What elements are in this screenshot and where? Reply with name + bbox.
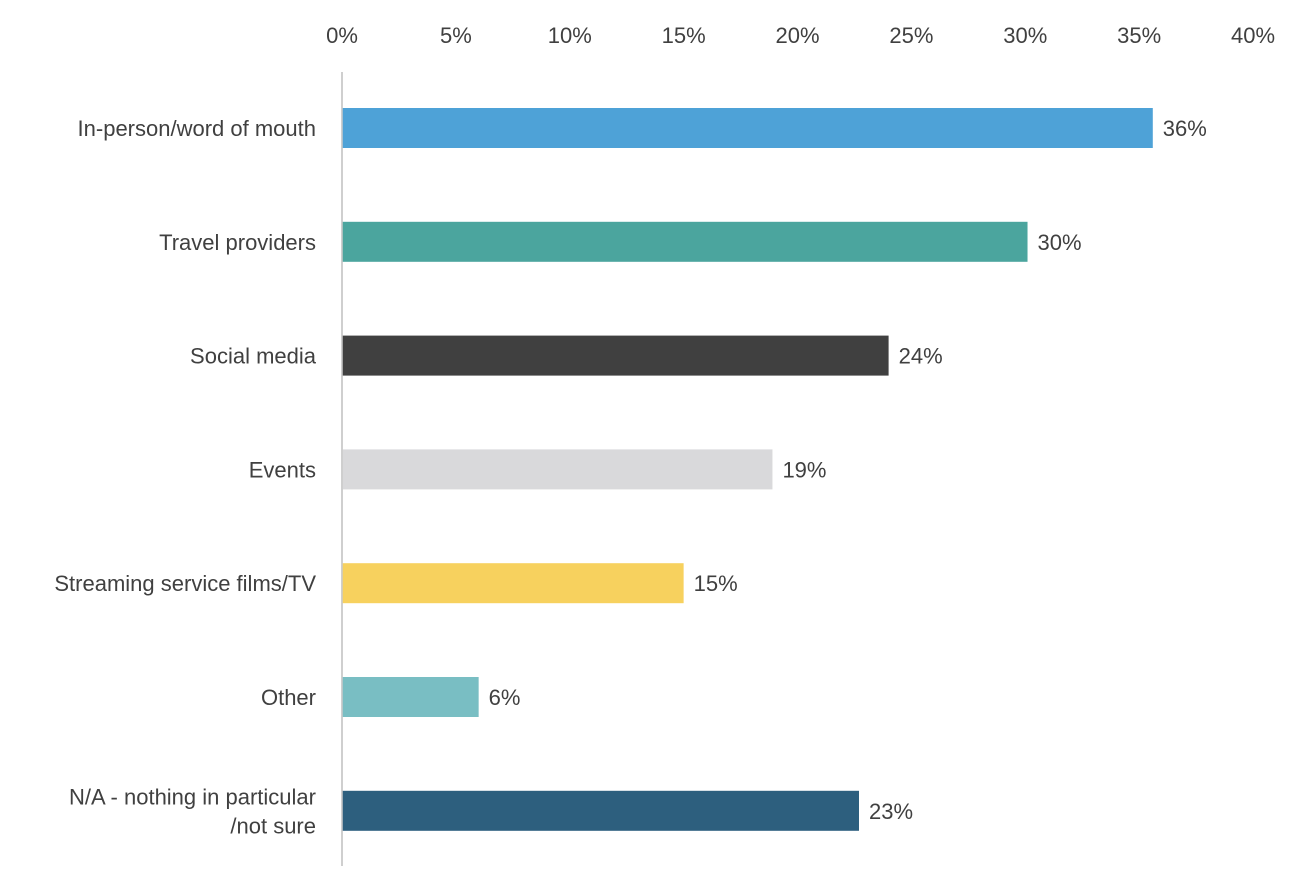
category-label-line: Social media [190, 344, 317, 369]
value-label: 15% [694, 571, 738, 596]
value-labels: 36% 30% 24% 19% 15% 6% 23% [489, 116, 1207, 824]
value-label: 30% [1038, 230, 1082, 255]
x-tick-label: 20% [775, 23, 819, 48]
bar [342, 335, 889, 376]
x-tick-label: 0% [326, 23, 358, 48]
category-label: In-person/word of mouth [78, 116, 316, 141]
x-tick-label: 25% [889, 23, 933, 48]
category-label: Streaming service films/TV [54, 571, 316, 596]
value-label: 24% [899, 344, 943, 369]
bar [342, 221, 1028, 262]
category-labels: In-person/word of mouth Travel providers S… [54, 116, 316, 838]
category-label-line: In-person/word of mouth [78, 116, 316, 141]
value-label: 19% [782, 457, 826, 482]
category-label-line: /not sure [230, 813, 316, 838]
category-label: Events [249, 457, 316, 482]
category-label: Social media [190, 344, 317, 369]
bars [342, 108, 1153, 831]
category-label: Other [261, 685, 316, 710]
bar [342, 677, 479, 717]
value-label: 36% [1163, 116, 1207, 141]
category-label-line: Events [249, 457, 316, 482]
x-axis-ticks: 0% 5% 10% 15% 20% 25% 30% 35% 40% [326, 23, 1275, 48]
category-label: N/A - nothing in particular/not sure [69, 784, 316, 838]
bar [342, 563, 684, 604]
x-tick-label: 30% [1003, 23, 1047, 48]
bar [342, 449, 773, 490]
category-label-line: N/A - nothing in particular [69, 784, 316, 809]
x-tick-label: 5% [440, 23, 472, 48]
x-tick-label: 10% [548, 23, 592, 48]
category-label: Travel providers [159, 230, 316, 255]
value-label: 6% [489, 685, 521, 710]
bar [342, 108, 1153, 148]
value-label: 23% [869, 799, 913, 824]
bar [342, 790, 859, 831]
x-tick-label: 40% [1231, 23, 1275, 48]
category-label-line: Streaming service films/TV [54, 571, 316, 596]
category-label-line: Travel providers [159, 230, 316, 255]
x-tick-label: 35% [1117, 23, 1161, 48]
x-tick-label: 15% [662, 23, 706, 48]
category-label-line: Other [261, 685, 316, 710]
